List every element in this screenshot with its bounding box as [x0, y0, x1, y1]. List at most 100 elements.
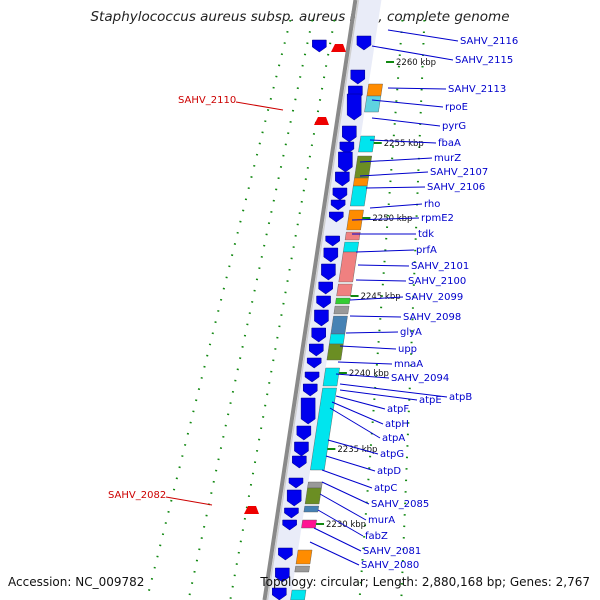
label-leader [325, 455, 376, 472]
gene-label: atpE [419, 395, 442, 406]
gene-arrow [342, 125, 357, 143]
cog-block [329, 333, 346, 345]
gene-red [314, 117, 329, 125]
gene-label: SAHV_2101 [411, 261, 469, 272]
gene-arrow [318, 281, 333, 295]
gene-arrow [304, 371, 320, 383]
label-leader [371, 45, 454, 61]
gene-label: SAHV_2081 [363, 546, 421, 557]
gene-label: upp [398, 344, 417, 355]
gene-label: atpB [449, 392, 472, 403]
gene-label: SAHV_2115 [455, 55, 513, 66]
cog-block [349, 185, 368, 207]
cog-block [322, 367, 340, 387]
gene-arrow [309, 343, 324, 357]
gene-label: fabZ [365, 531, 388, 542]
cog-block [326, 343, 344, 361]
gene-label: SAHV_2094 [391, 373, 449, 384]
gene-label-red: SAHV_2082 [108, 490, 166, 501]
feature-track [244, 35, 383, 600]
backbone-shadow [266, 0, 360, 600]
label-leader [371, 99, 444, 108]
label-leader [339, 389, 418, 401]
label-leader [369, 139, 437, 144]
gene-arrow [275, 567, 290, 583]
gene-arrow [294, 441, 309, 457]
gene-arrow [356, 35, 372, 51]
label-leader [165, 496, 213, 506]
gene-arrow [282, 519, 297, 531]
label-leader [339, 345, 397, 350]
gene-arrow [325, 235, 340, 247]
gene-arrow [330, 199, 346, 211]
label-leader [319, 493, 367, 521]
label-leader [339, 383, 448, 398]
cog-block [358, 135, 376, 153]
gene-arrow [306, 357, 322, 369]
label-leader [313, 527, 362, 552]
label-leader [349, 296, 404, 301]
cog-block [304, 487, 322, 505]
gene-label: murA [368, 515, 395, 526]
label-leader [369, 203, 423, 209]
gene-label: tdk [418, 229, 434, 240]
scale-tick-label: 2230 kbp [326, 520, 366, 530]
label-leader [355, 279, 407, 282]
label-leaders [165, 29, 459, 566]
cog-block [290, 589, 307, 600]
label-leader [317, 509, 364, 537]
dotted-guide-tracks [145, 19, 426, 600]
label-leader [331, 401, 384, 425]
scale-tick-label: 2260 kbp [396, 58, 436, 68]
label-leader [327, 439, 379, 455]
label-leader [357, 264, 410, 267]
label-leader [235, 101, 284, 111]
label-leader [349, 315, 402, 318]
cog-block [295, 549, 313, 565]
gene-arrow [316, 295, 331, 309]
cog-block [343, 241, 359, 253]
label-leader [387, 29, 459, 42]
label-leader [351, 217, 420, 221]
gene-label: rho [424, 199, 440, 210]
gene-red [331, 44, 346, 52]
scale-tick-label: 2255 kbp [384, 139, 424, 149]
label-leader [355, 249, 415, 253]
gene-labels: SAHV_2116 SAHV_2115 SAHV_2113 rpoE pyrG fbaA m… [108, 36, 518, 571]
gene-arrow [286, 489, 302, 507]
gene-label: SAHV_2106 [427, 182, 485, 193]
gene-label: SAHV_2099 [405, 292, 463, 303]
guide-track [400, 19, 426, 600]
gene-arrow [323, 247, 339, 263]
gene-arrow [302, 383, 318, 397]
gene-label: SAHV_2113 [448, 84, 506, 95]
cog-block [366, 83, 383, 97]
gene-label: mnaA [394, 359, 423, 370]
gene-arrow [338, 151, 353, 173]
cog-block [301, 519, 317, 529]
label-leader [335, 373, 390, 379]
gene-arrow [346, 93, 362, 121]
cog-block [303, 505, 319, 513]
cog-block [307, 481, 323, 489]
guide-track [145, 19, 292, 600]
label-leader [337, 361, 393, 365]
gene-label: atpF [387, 404, 409, 415]
scale-tick-label: 2240 kbp [349, 369, 389, 379]
gene-arrow [312, 39, 327, 53]
gene-arrow [292, 455, 307, 469]
gene-label: SAHV_2116 [460, 36, 518, 47]
gene-label: SAHV_2100 [408, 276, 466, 287]
label-leader [359, 157, 433, 163]
cog-block [344, 231, 361, 241]
gene-arrow [272, 587, 287, 600]
gene-label: SAHV_2085 [371, 499, 429, 510]
gene-red [244, 506, 259, 514]
gene-label: SAHV_2098 [403, 312, 461, 323]
accession: Accession: NC_009782 [8, 575, 145, 589]
gene-label: atpA [382, 433, 405, 444]
gene-arrow [335, 171, 350, 187]
gene-label: SAHV_2107 [430, 167, 488, 178]
